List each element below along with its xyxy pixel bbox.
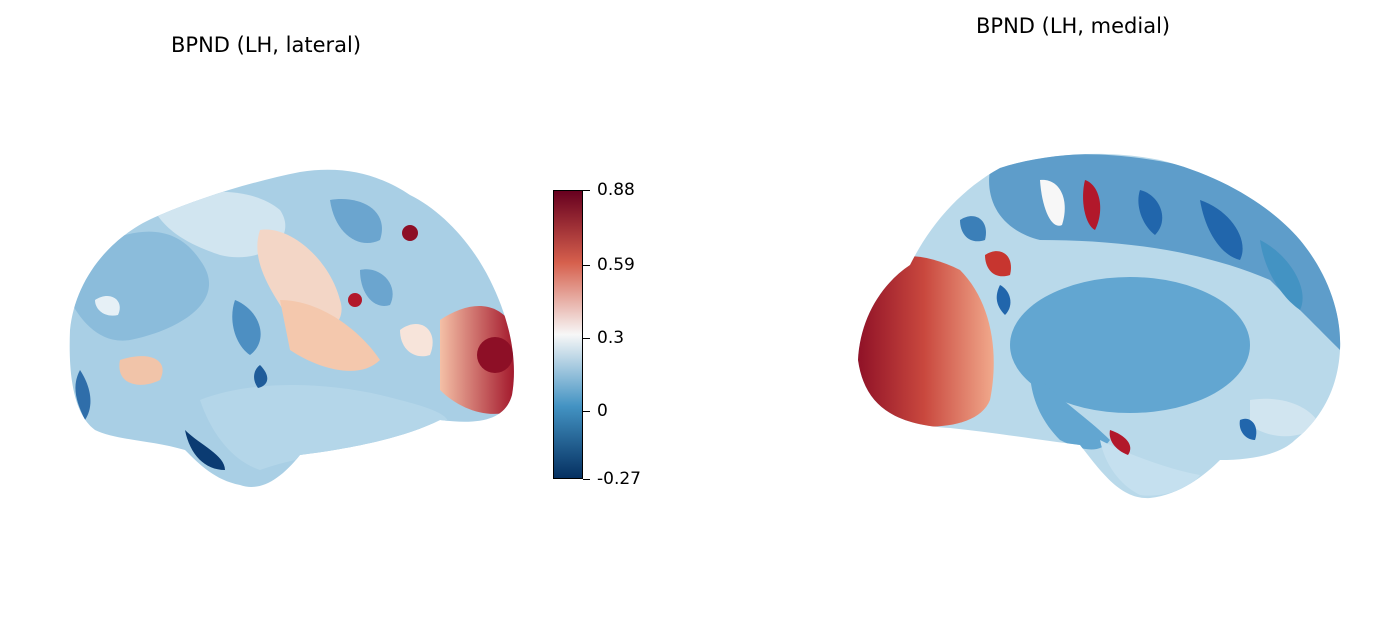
colorbar-tick-label: 0.88 [597, 180, 635, 200]
colorbar-tick-label: 0.3 [597, 328, 625, 348]
colorbar-tick-mark [583, 411, 590, 412]
colorbar-tick-label: -0.27 [597, 469, 641, 489]
medial-brain-surface [858, 153, 1341, 499]
colorbar-tick-mark [583, 479, 590, 480]
medial-panel-title: BPND (LH, medial) [976, 14, 1171, 38]
colorbar-tick-mark [583, 190, 590, 191]
colorbar-tick-label: 0 [597, 401, 608, 421]
lateral-panel-title: BPND (LH, lateral) [171, 33, 362, 57]
colorbar [553, 190, 583, 479]
colorbar-tick-label: 0.59 [597, 255, 635, 275]
colorbar-tick-mark [583, 338, 590, 339]
colorbar-tick-mark [583, 265, 590, 266]
lateral-brain-surface [69, 169, 514, 487]
